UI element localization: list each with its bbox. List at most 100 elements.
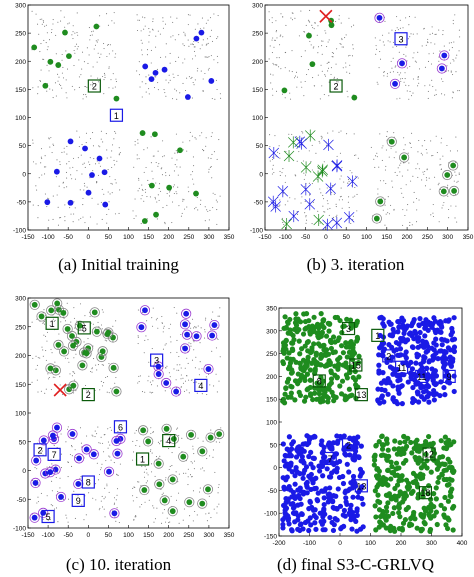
data-point xyxy=(305,24,307,26)
x-tick-label: -100 xyxy=(42,532,55,539)
data-point xyxy=(91,434,93,436)
data-marker xyxy=(342,361,349,368)
data-point xyxy=(145,76,147,78)
data-marker xyxy=(350,473,357,480)
data-point xyxy=(204,206,206,208)
data-point xyxy=(390,60,392,62)
data-point xyxy=(384,224,386,226)
data-point xyxy=(95,40,97,42)
data-point xyxy=(176,351,178,353)
data-marker xyxy=(344,501,350,507)
data-point xyxy=(49,325,51,327)
data-marker xyxy=(291,326,298,333)
data-point xyxy=(209,166,211,169)
data-point xyxy=(59,477,61,479)
data-point xyxy=(118,147,120,149)
data-marker xyxy=(38,313,45,320)
data-point xyxy=(215,199,217,201)
data-marker xyxy=(388,496,394,502)
data-point xyxy=(56,194,58,196)
data-point xyxy=(327,208,329,210)
data-point xyxy=(446,144,448,147)
data-point xyxy=(332,52,335,54)
data-point xyxy=(103,79,105,81)
data-point xyxy=(50,504,52,506)
data-marker xyxy=(304,441,310,448)
data-point xyxy=(398,74,400,76)
data-point xyxy=(192,178,194,180)
data-marker xyxy=(337,355,343,361)
data-point xyxy=(437,184,439,186)
data-point xyxy=(137,335,139,337)
data-point xyxy=(208,168,210,170)
data-point xyxy=(39,79,41,82)
data-point xyxy=(154,518,157,520)
data-point xyxy=(192,445,194,447)
data-point xyxy=(208,67,210,69)
data-marker xyxy=(357,473,363,479)
data-point xyxy=(92,66,94,68)
data-marker xyxy=(319,396,325,403)
data-point xyxy=(138,61,140,63)
data-point xyxy=(140,198,142,200)
marker-ring xyxy=(374,12,385,23)
data-point xyxy=(106,149,108,151)
prototype-label: 11 xyxy=(417,372,426,382)
data-point xyxy=(211,318,213,320)
data-marker xyxy=(289,469,295,475)
data-point xyxy=(86,186,88,188)
data-point xyxy=(192,448,194,450)
data-point xyxy=(142,189,144,192)
data-point xyxy=(55,476,57,479)
data-point xyxy=(330,73,332,76)
data-point xyxy=(336,81,338,83)
data-point xyxy=(345,62,347,64)
data-point xyxy=(114,382,116,384)
data-marker xyxy=(329,519,335,526)
data-point xyxy=(50,137,52,139)
data-point xyxy=(76,130,78,132)
data-point xyxy=(37,501,39,503)
data-point xyxy=(80,442,82,444)
data-point xyxy=(175,499,178,501)
data-point xyxy=(116,474,118,476)
data-point xyxy=(102,75,104,78)
data-point xyxy=(46,466,48,468)
data-marker xyxy=(69,431,76,437)
data-point xyxy=(71,446,73,448)
data-point xyxy=(115,320,117,322)
data-point xyxy=(119,152,121,154)
prototype-label: 2 xyxy=(346,440,351,450)
data-marker xyxy=(163,380,170,386)
data-point xyxy=(313,28,315,30)
data-marker xyxy=(79,362,86,369)
data-point xyxy=(47,373,49,375)
prototype-box xyxy=(395,360,409,374)
data-point xyxy=(68,361,70,363)
data-point xyxy=(328,39,330,41)
data-marker xyxy=(377,519,383,525)
data-point xyxy=(111,150,113,152)
data-marker xyxy=(425,491,431,497)
marker-ring xyxy=(30,477,41,489)
data-point xyxy=(190,77,192,79)
data-point xyxy=(309,40,311,42)
data-marker xyxy=(321,392,327,398)
data-marker xyxy=(289,384,295,390)
data-point xyxy=(210,329,212,331)
data-point xyxy=(216,55,218,57)
data-point xyxy=(117,474,119,476)
star-marker xyxy=(288,136,299,149)
data-point xyxy=(416,33,418,35)
data-point xyxy=(191,462,193,464)
data-point xyxy=(284,67,286,69)
data-point xyxy=(305,216,307,218)
data-point xyxy=(106,485,108,487)
data-point xyxy=(390,147,392,149)
data-point xyxy=(216,37,218,40)
data-point xyxy=(311,24,313,26)
marker-ring xyxy=(74,320,85,331)
data-marker xyxy=(372,488,378,494)
data-point xyxy=(426,179,428,181)
data-point xyxy=(375,53,377,55)
